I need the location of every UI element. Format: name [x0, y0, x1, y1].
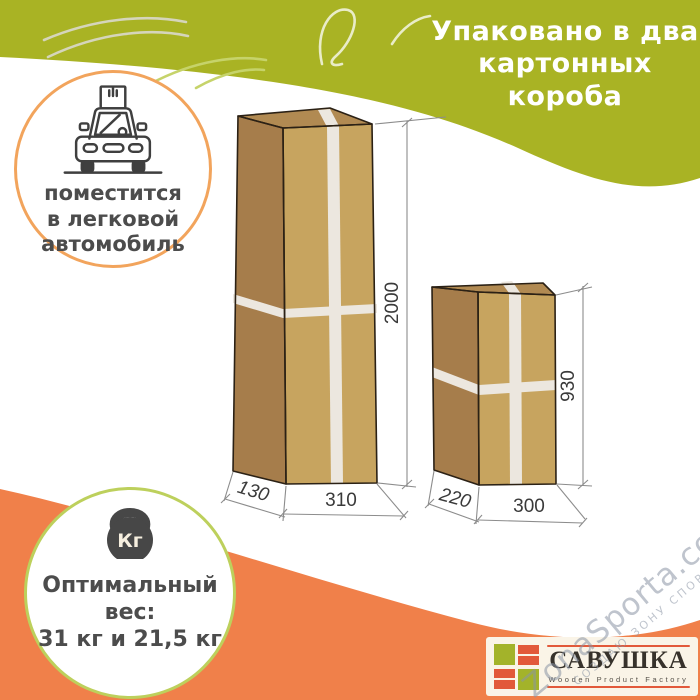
car-badge-caption: поместится в легковой автомобиль — [41, 181, 185, 257]
brand-card: САВУШКА Wooden Product Factory — [486, 637, 698, 696]
mosaic-tile — [518, 668, 539, 690]
mosaic-tile — [518, 655, 539, 665]
car-badge: поместится в легковой автомобиль — [14, 70, 212, 268]
weight-badge: Кг Оптимальный вес: 31 кг и 21,5 кг — [24, 487, 236, 699]
brand-rule-top — [547, 645, 690, 648]
kettlebell-unit-label: Кг — [117, 530, 143, 553]
car-icon — [63, 85, 163, 174]
brand-title: САВУШКА — [549, 647, 688, 675]
weight-badge-caption: Оптимальный вес: 31 кг и 21,5 кг — [38, 573, 222, 652]
dimension-lines-large-box — [220, 116, 447, 522]
brand-mosaic-icon — [494, 643, 539, 690]
brand-subtitle: Wooden Product Factory — [548, 674, 689, 684]
brand-rule-bottom — [547, 685, 690, 688]
small-box — [431, 281, 557, 486]
kettlebell-icon — [106, 508, 154, 559]
dim-large-width: 310 — [325, 490, 357, 511]
mosaic-tile — [494, 643, 515, 665]
dim-small-width: 300 — [513, 496, 545, 517]
dimension-lines-small-box — [424, 282, 593, 528]
green-header-shape — [0, 0, 700, 187]
large-box — [232, 107, 378, 485]
packed-note: Упаковано в два картонных короба — [431, 16, 699, 112]
dim-large-height: 2000 — [382, 281, 403, 325]
mosaic-tile — [494, 679, 515, 689]
mosaic-tile — [518, 644, 539, 654]
mosaic-tile — [494, 668, 515, 678]
dim-small-height: 930 — [558, 370, 579, 402]
decorative-swirls-top — [42, 8, 432, 90]
